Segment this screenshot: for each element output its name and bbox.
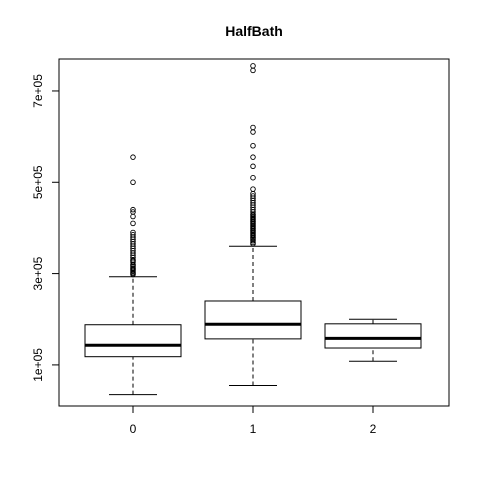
iqr-box bbox=[324, 323, 422, 349]
outlier-point bbox=[130, 179, 136, 186]
outlier-point bbox=[250, 163, 256, 170]
y-axis: 1e+05 3e+05 5e+05 7e+05 bbox=[31, 74, 60, 382]
y-tick-label: 3e+05 bbox=[31, 256, 45, 290]
x-tick-label: 0 bbox=[130, 422, 137, 436]
x-axis: 0 1 2 bbox=[130, 405, 377, 436]
outlier-point bbox=[130, 209, 136, 215]
outlier-point bbox=[250, 186, 256, 192]
outlier-point bbox=[130, 206, 136, 213]
outlier-point bbox=[130, 213, 136, 220]
box-1 bbox=[204, 63, 302, 386]
outlier-point bbox=[250, 67, 256, 74]
iqr-box bbox=[84, 324, 182, 358]
box-0 bbox=[84, 154, 182, 396]
outlier-point bbox=[250, 142, 256, 149]
outlier-point bbox=[130, 220, 136, 227]
y-tick-label: 5e+05 bbox=[31, 165, 45, 199]
outlier-point bbox=[130, 229, 136, 236]
outlier-point bbox=[250, 193, 256, 199]
outlier-point bbox=[250, 63, 256, 69]
y-tick-label: 7e+05 bbox=[31, 74, 45, 108]
outlier-point bbox=[250, 129, 256, 135]
y-tick-label: 1e+05 bbox=[31, 348, 45, 382]
boxes-group bbox=[84, 63, 422, 396]
x-tick-label: 2 bbox=[370, 422, 377, 436]
outlier-point bbox=[130, 154, 136, 160]
chart-title: HalfBath bbox=[225, 23, 283, 39]
box-2 bbox=[324, 318, 422, 362]
outlier-point bbox=[250, 154, 256, 160]
x-tick-label: 1 bbox=[250, 422, 257, 436]
outlier-point bbox=[250, 174, 256, 181]
iqr-box bbox=[204, 300, 302, 340]
outlier-point bbox=[250, 124, 256, 131]
outlier-point bbox=[130, 232, 136, 238]
